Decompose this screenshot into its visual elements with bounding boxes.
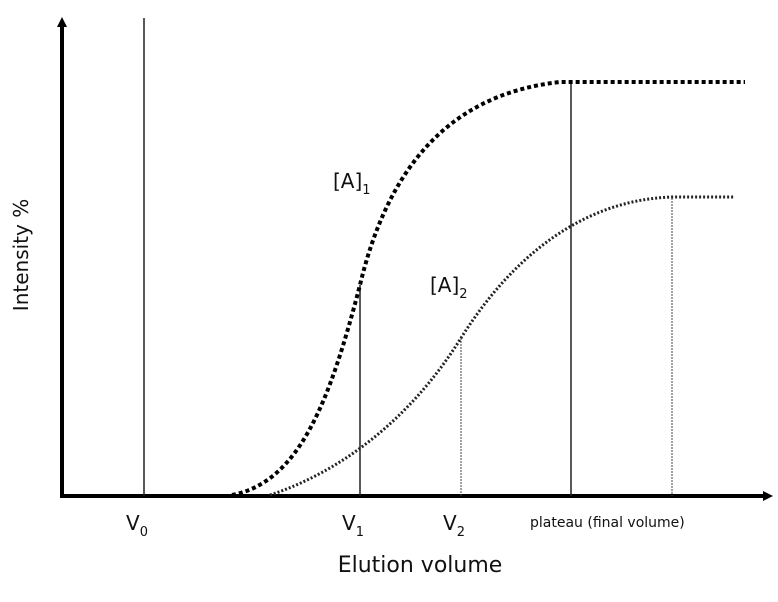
label-main: [A] — [333, 169, 362, 193]
label-main: V — [342, 511, 356, 535]
curve-label: [A]1 — [333, 169, 371, 198]
marker-label: plateau (final volume) — [530, 515, 685, 531]
y-axis-label: Intensity % — [9, 199, 33, 311]
marker-label: V2 — [443, 511, 465, 540]
label-main: V — [443, 511, 457, 535]
marker-label: V1 — [342, 511, 364, 540]
label-main: V — [126, 511, 140, 535]
curve-label: [A]2 — [430, 273, 468, 302]
label-sub: 1 — [356, 525, 364, 540]
curve-a1 — [231, 80, 745, 497]
label-main: [A] — [430, 273, 459, 297]
label-sub: 2 — [459, 287, 467, 302]
label-sub: 1 — [362, 183, 370, 198]
x-axis-label: Elution volume — [338, 553, 503, 578]
curve-a2 — [269, 195, 735, 497]
label-sub: 0 — [140, 525, 148, 540]
label-sub: 2 — [457, 525, 465, 540]
marker-label: V0 — [126, 511, 148, 540]
